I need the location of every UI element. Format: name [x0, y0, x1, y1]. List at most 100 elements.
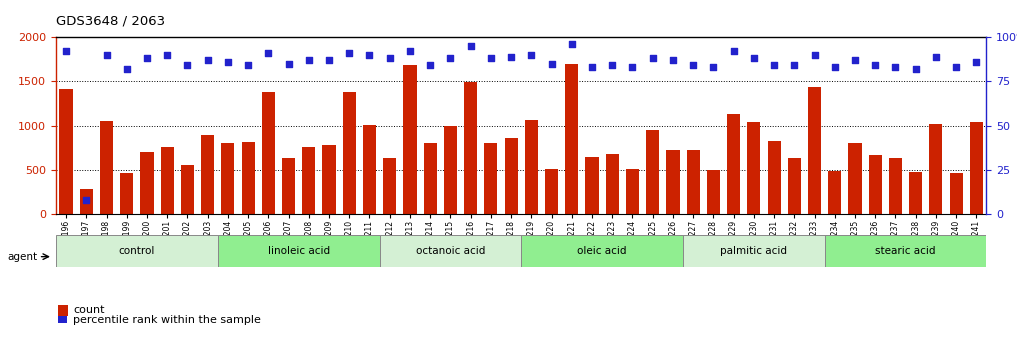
Bar: [707, 170, 720, 214]
Point: [685, 63, 702, 68]
Bar: [686, 149, 700, 214]
Point: [58, 48, 74, 54]
Point: [543, 61, 559, 67]
Text: control: control: [119, 246, 155, 256]
Bar: [120, 173, 133, 214]
Point: [968, 59, 984, 65]
FancyBboxPatch shape: [56, 235, 218, 267]
Point: [321, 57, 338, 63]
Bar: [646, 130, 659, 214]
Point: [806, 52, 823, 58]
Point: [503, 54, 520, 59]
Bar: [484, 143, 497, 214]
Bar: [161, 147, 174, 214]
FancyBboxPatch shape: [521, 235, 683, 267]
Bar: [909, 172, 922, 214]
Bar: [970, 122, 983, 214]
Point: [868, 63, 884, 68]
Point: [159, 52, 175, 58]
Bar: [464, 82, 477, 214]
Point: [341, 50, 357, 56]
Point: [745, 56, 762, 61]
Bar: [727, 114, 740, 214]
Bar: [181, 165, 194, 214]
Bar: [950, 173, 963, 214]
Bar: [79, 188, 93, 214]
Point: [786, 63, 802, 68]
Point: [483, 56, 499, 61]
Bar: [768, 141, 781, 214]
Point: [645, 56, 661, 61]
Point: [179, 63, 195, 68]
Text: linoleic acid: linoleic acid: [267, 246, 330, 256]
FancyBboxPatch shape: [379, 235, 521, 267]
Point: [220, 59, 236, 65]
Bar: [363, 125, 376, 214]
Text: agent: agent: [7, 252, 38, 262]
Bar: [383, 159, 397, 214]
Bar: [586, 156, 599, 214]
Text: GDS3648 / 2063: GDS3648 / 2063: [56, 14, 165, 27]
Bar: [282, 158, 295, 214]
Point: [422, 63, 438, 68]
Point: [119, 66, 135, 72]
Bar: [424, 143, 436, 214]
Bar: [302, 147, 315, 214]
Point: [381, 56, 398, 61]
Point: [260, 50, 277, 56]
Point: [463, 43, 479, 49]
FancyBboxPatch shape: [825, 235, 986, 267]
Point: [199, 57, 216, 63]
Bar: [889, 158, 902, 214]
Point: [523, 52, 539, 58]
Bar: [201, 135, 215, 214]
Bar: [828, 171, 841, 214]
Bar: [869, 155, 882, 214]
Point: [928, 54, 944, 59]
Bar: [100, 121, 113, 214]
FancyBboxPatch shape: [218, 235, 379, 267]
Bar: [322, 145, 336, 214]
Point: [139, 56, 156, 61]
Point: [584, 64, 600, 70]
Point: [301, 57, 317, 63]
Bar: [59, 88, 72, 214]
Bar: [261, 92, 275, 214]
Bar: [525, 120, 538, 214]
Bar: [788, 159, 800, 214]
FancyBboxPatch shape: [683, 235, 825, 267]
Point: [665, 57, 681, 63]
Bar: [930, 124, 943, 214]
Bar: [140, 152, 154, 214]
Point: [948, 64, 964, 70]
Bar: [545, 169, 558, 214]
Point: [99, 52, 115, 58]
Point: [604, 63, 620, 68]
Bar: [625, 169, 639, 214]
Bar: [606, 154, 618, 214]
Bar: [848, 143, 861, 214]
Bar: [443, 126, 457, 214]
Bar: [565, 64, 579, 214]
Point: [78, 197, 95, 203]
Bar: [807, 87, 821, 214]
Text: percentile rank within the sample: percentile rank within the sample: [73, 315, 261, 325]
Point: [725, 48, 741, 54]
Bar: [666, 149, 679, 214]
Point: [766, 63, 782, 68]
Point: [705, 64, 721, 70]
Bar: [504, 138, 518, 214]
Bar: [343, 92, 356, 214]
Point: [907, 66, 923, 72]
Text: palmitic acid: palmitic acid: [720, 246, 787, 256]
Bar: [242, 142, 254, 214]
Text: count: count: [73, 306, 105, 315]
Point: [624, 64, 641, 70]
Point: [847, 57, 863, 63]
Point: [402, 48, 418, 54]
Point: [442, 56, 459, 61]
Text: stearic acid: stearic acid: [876, 246, 936, 256]
Point: [361, 52, 377, 58]
Bar: [747, 122, 761, 214]
Bar: [404, 65, 417, 214]
